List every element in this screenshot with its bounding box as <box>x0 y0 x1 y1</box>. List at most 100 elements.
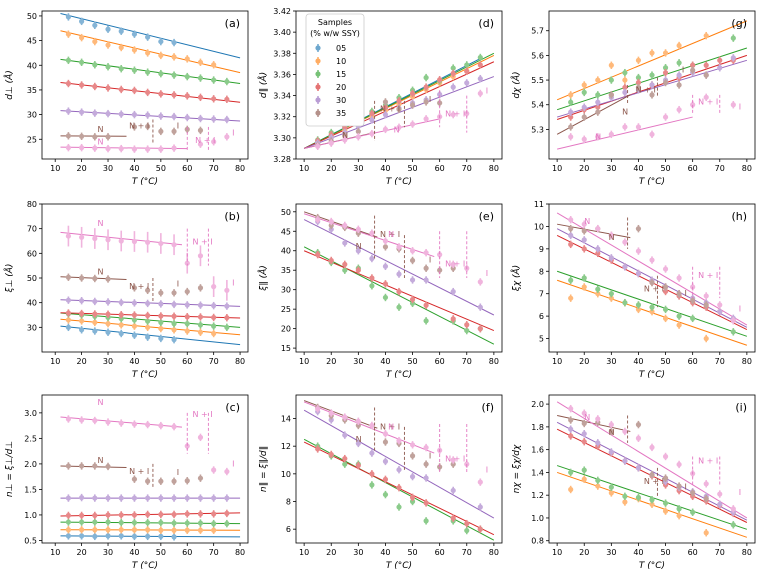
phase-label: N <box>584 217 590 226</box>
data-point-35 <box>409 453 416 459</box>
data-point-30 <box>649 82 655 88</box>
y-tick-label: 3.40 <box>273 28 291 37</box>
phase-label: N + I <box>644 477 664 486</box>
data-point-10 <box>118 44 124 51</box>
data-point-05 <box>158 335 164 342</box>
data-point-30 <box>145 112 151 118</box>
data-point-10 <box>622 499 628 505</box>
data-point-15 <box>211 521 217 527</box>
x-tick-label: 70 <box>462 164 472 173</box>
data-point-15 <box>145 318 151 324</box>
data-point-10 <box>595 483 601 489</box>
data-point-10 <box>171 527 177 533</box>
data-point-20 <box>369 471 375 477</box>
y-tick-label: 70 <box>27 225 37 234</box>
data-point-15 <box>105 519 111 525</box>
data-point-40 <box>635 248 642 254</box>
x-tick-label: 30 <box>606 164 616 173</box>
data-point-40 <box>197 434 204 440</box>
x-tick-label: 20 <box>77 164 87 173</box>
data-point-35 <box>145 123 151 130</box>
data-point-15 <box>158 71 164 77</box>
y-tick-label: 2.5 <box>24 434 37 443</box>
phase-label: I <box>232 128 234 137</box>
data-point-40 <box>65 233 72 239</box>
data-point-10 <box>662 315 669 321</box>
data-point-15 <box>79 519 85 525</box>
phase-label: N + I <box>698 271 718 280</box>
phase-label: N + I <box>644 284 664 293</box>
phase-label: N + I <box>380 230 400 239</box>
data-point-20 <box>690 62 696 68</box>
data-point-10 <box>703 33 709 39</box>
data-point-20 <box>145 511 151 518</box>
data-point-35 <box>608 92 614 98</box>
data-point-10 <box>581 476 587 482</box>
data-point-40 <box>369 131 375 137</box>
data-point-10 <box>131 323 138 329</box>
phase-label: N <box>356 242 362 251</box>
data-point-20 <box>635 79 642 86</box>
y-tick-label: 50 <box>281 208 291 217</box>
y-tick-label: 1.5 <box>24 485 37 494</box>
data-point-15 <box>382 294 389 301</box>
data-point-15 <box>622 493 628 499</box>
data-point-10 <box>662 50 669 56</box>
fit-line-15 <box>60 58 241 85</box>
data-point-20 <box>450 316 456 322</box>
data-point-15 <box>690 315 696 321</box>
data-point-20 <box>396 98 402 104</box>
data-point-15 <box>118 316 124 322</box>
x-tick-label: 40 <box>380 357 390 366</box>
data-point-10 <box>65 317 72 323</box>
data-point-10 <box>184 527 190 533</box>
x-axis-label: T (°C) <box>386 370 412 380</box>
data-point-15 <box>730 35 736 41</box>
panel-label: (c) <box>225 401 240 414</box>
data-point-35 <box>79 463 85 469</box>
x-tick-label: 10 <box>50 357 60 366</box>
panel-a: N N + I I N N + I I 10 20 30 40 50 60 70 80 25 30 35 40 45… <box>3 10 249 187</box>
data-point-20 <box>197 511 204 517</box>
data-point-15 <box>131 67 138 73</box>
data-point-15 <box>211 323 217 329</box>
x-axis-label: T (°C) <box>639 561 665 571</box>
data-point-10 <box>158 527 164 533</box>
data-point-30 <box>118 299 124 306</box>
data-point-20 <box>464 521 470 527</box>
data-point-15 <box>224 78 230 85</box>
data-point-40 <box>703 293 709 299</box>
data-point-05 <box>105 329 111 335</box>
data-point-15 <box>92 519 98 525</box>
y-tick-label: 30 <box>281 286 291 295</box>
panel-h: N N + I I N N + I I 10 20 30 40 50 60 70 80 5 6 7 8 9 10 11 T… <box>510 200 756 380</box>
data-point-15 <box>224 324 230 330</box>
data-point-30 <box>595 246 601 252</box>
data-point-30 <box>608 255 614 261</box>
data-point-40 <box>717 491 723 497</box>
x-tick-label: 70 <box>715 164 725 173</box>
data-point-20 <box>423 84 429 90</box>
x-tick-label: 70 <box>209 548 219 557</box>
x-tick-label: 20 <box>579 548 589 557</box>
y-tick-label: 2.0 <box>531 400 544 409</box>
phase-label: N <box>97 456 103 465</box>
data-point-35 <box>409 257 416 264</box>
data-point-20 <box>92 311 98 317</box>
x-axis-label: T (°C) <box>386 177 412 187</box>
y-tick-label: 50 <box>27 12 37 21</box>
data-point-30 <box>717 65 723 71</box>
y-tick-label: 40 <box>27 61 37 70</box>
data-point-10 <box>131 527 138 533</box>
data-point-30 <box>423 277 429 283</box>
phase-label: I <box>429 452 431 461</box>
data-point-10 <box>184 56 190 62</box>
data-point-15 <box>730 329 736 335</box>
data-point-20 <box>92 83 98 90</box>
data-point-20 <box>211 314 217 321</box>
data-point-30 <box>622 89 628 95</box>
phase-label: N <box>394 126 400 135</box>
fit-line-20 <box>60 512 241 517</box>
data-point-05 <box>145 34 151 40</box>
data-point-15 <box>649 72 655 78</box>
